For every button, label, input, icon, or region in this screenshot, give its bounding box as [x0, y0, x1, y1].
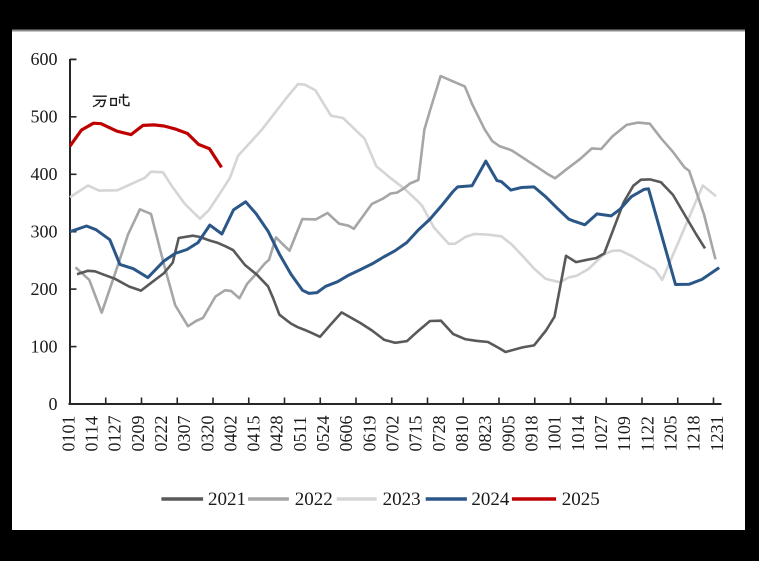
svg-text:0222: 0222 — [151, 416, 171, 452]
svg-text:1014: 1014 — [568, 416, 588, 452]
svg-text:0702: 0702 — [383, 416, 403, 452]
svg-text:1122: 1122 — [637, 416, 657, 451]
svg-text:100: 100 — [31, 336, 58, 356]
svg-text:0810: 0810 — [452, 416, 472, 452]
svg-text:1027: 1027 — [591, 416, 611, 452]
svg-text:0101: 0101 — [58, 416, 78, 452]
svg-text:0918: 0918 — [522, 416, 542, 452]
svg-text:2023: 2023 — [383, 489, 421, 510]
svg-text:2025: 2025 — [562, 489, 600, 510]
svg-text:1109: 1109 — [614, 416, 634, 451]
svg-text:0209: 0209 — [128, 416, 148, 452]
svg-text:0127: 0127 — [105, 416, 125, 452]
svg-text:1218: 1218 — [684, 416, 704, 452]
svg-text:300: 300 — [31, 222, 58, 242]
svg-text:0114: 0114 — [81, 416, 101, 451]
svg-text:1205: 1205 — [661, 416, 681, 452]
svg-text:0606: 0606 — [336, 416, 356, 452]
svg-text:2022: 2022 — [295, 489, 333, 510]
svg-text:0511: 0511 — [290, 416, 310, 451]
svg-text:0728: 0728 — [429, 416, 449, 452]
svg-text:1001: 1001 — [545, 416, 565, 452]
svg-text:400: 400 — [31, 164, 58, 184]
svg-text:0823: 0823 — [475, 415, 495, 451]
svg-text:200: 200 — [31, 279, 58, 299]
svg-text:0715: 0715 — [406, 416, 426, 452]
svg-text:0524: 0524 — [313, 416, 333, 452]
svg-text:1231: 1231 — [707, 416, 727, 452]
svg-text:0402: 0402 — [220, 416, 240, 452]
svg-text:2021: 2021 — [208, 489, 246, 510]
svg-text:0415: 0415 — [244, 416, 264, 452]
svg-text:500: 500 — [31, 107, 58, 127]
svg-text:0905: 0905 — [498, 416, 518, 452]
svg-text:0619: 0619 — [359, 416, 379, 452]
svg-text:0320: 0320 — [197, 416, 217, 452]
svg-text:600: 600 — [31, 49, 58, 69]
svg-text:0428: 0428 — [267, 416, 287, 452]
svg-text:2024: 2024 — [471, 489, 510, 510]
svg-text:0: 0 — [49, 394, 58, 414]
svg-text:0307: 0307 — [174, 416, 194, 452]
